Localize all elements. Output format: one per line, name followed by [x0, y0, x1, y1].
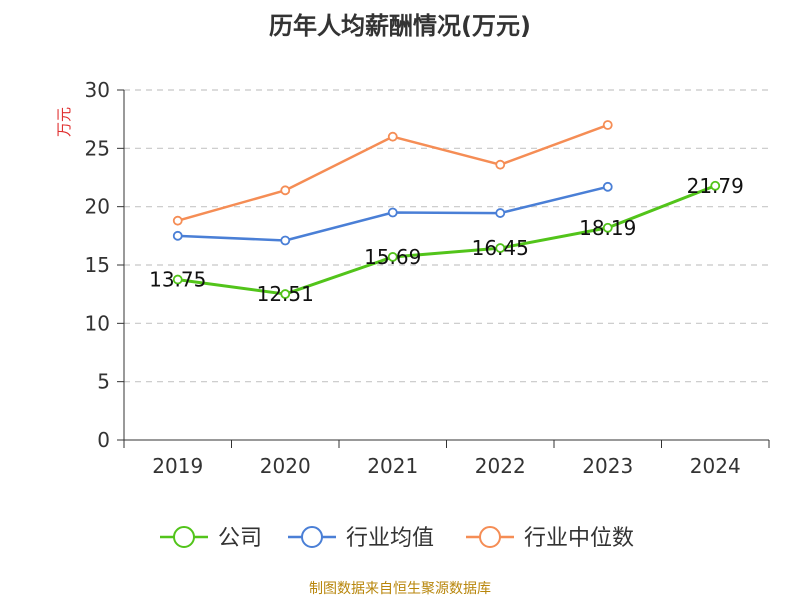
y-tick-label: 25	[85, 136, 110, 160]
data-point	[602, 120, 613, 130]
data-label: 13.75	[149, 268, 206, 292]
data-point	[280, 289, 291, 299]
x-tick-label: 2021	[367, 454, 418, 478]
y-tick-label: 10	[85, 311, 110, 335]
data-point	[602, 222, 613, 233]
data-point	[387, 252, 398, 262]
data-point	[280, 235, 291, 246]
data-label: 21.79	[687, 174, 744, 198]
legend-label: 行业中位数	[524, 526, 634, 551]
data-point	[280, 185, 291, 196]
x-tick-label: 2022	[475, 454, 526, 478]
data-point	[172, 274, 183, 285]
legend-marker	[173, 526, 195, 548]
legend-item: 行业中位数	[466, 526, 634, 551]
series-line	[177, 184, 716, 296]
y-tick-label: 30	[85, 78, 110, 102]
chart-title: 历年人均薪酬情况(万元)	[269, 12, 531, 40]
x-tick-label: 2024	[690, 454, 741, 478]
series-layer	[172, 120, 721, 299]
data-point	[495, 243, 506, 253]
legend-label: 行业均值	[346, 526, 434, 551]
data-label: 18.19	[579, 216, 636, 240]
source-note: 制图数据来自恒生聚源数据库	[309, 581, 491, 597]
data-labels: 13.75 12.51 15.69 16.45 18.19 21.79	[149, 174, 744, 306]
data-label: 15.69	[364, 245, 421, 269]
axes: 0 5 10 15 20 25 30 2019 2020 2021 2022 2023 2024	[85, 78, 770, 478]
grid-lines	[124, 89, 769, 383]
y-tick-label: 0	[97, 428, 110, 452]
data-point	[495, 159, 506, 170]
legend-marker	[479, 526, 501, 548]
y-axis-label: 万元	[55, 107, 73, 137]
y-tick-label: 5	[97, 370, 110, 394]
legend-marker	[301, 526, 323, 548]
data-label: 16.45	[472, 236, 529, 260]
data-point	[710, 180, 721, 191]
data-point	[387, 207, 398, 218]
data-point	[172, 230, 183, 241]
data-point	[387, 131, 398, 142]
legend-item: 公司	[160, 526, 262, 551]
legend: 公司 行业均值 行业中位数	[160, 526, 634, 551]
data-point	[602, 181, 613, 192]
x-tick-label: 2019	[152, 454, 203, 478]
legend-label: 公司	[218, 526, 262, 551]
legend-item: 行业均值	[288, 526, 434, 551]
x-tick-label: 2020	[260, 454, 311, 478]
x-tick-label: 2023	[582, 454, 633, 478]
data-label: 12.51	[257, 282, 314, 306]
y-tick-label: 15	[85, 253, 110, 277]
data-point	[172, 215, 183, 226]
data-point	[495, 208, 506, 218]
y-tick-label: 20	[85, 195, 110, 219]
